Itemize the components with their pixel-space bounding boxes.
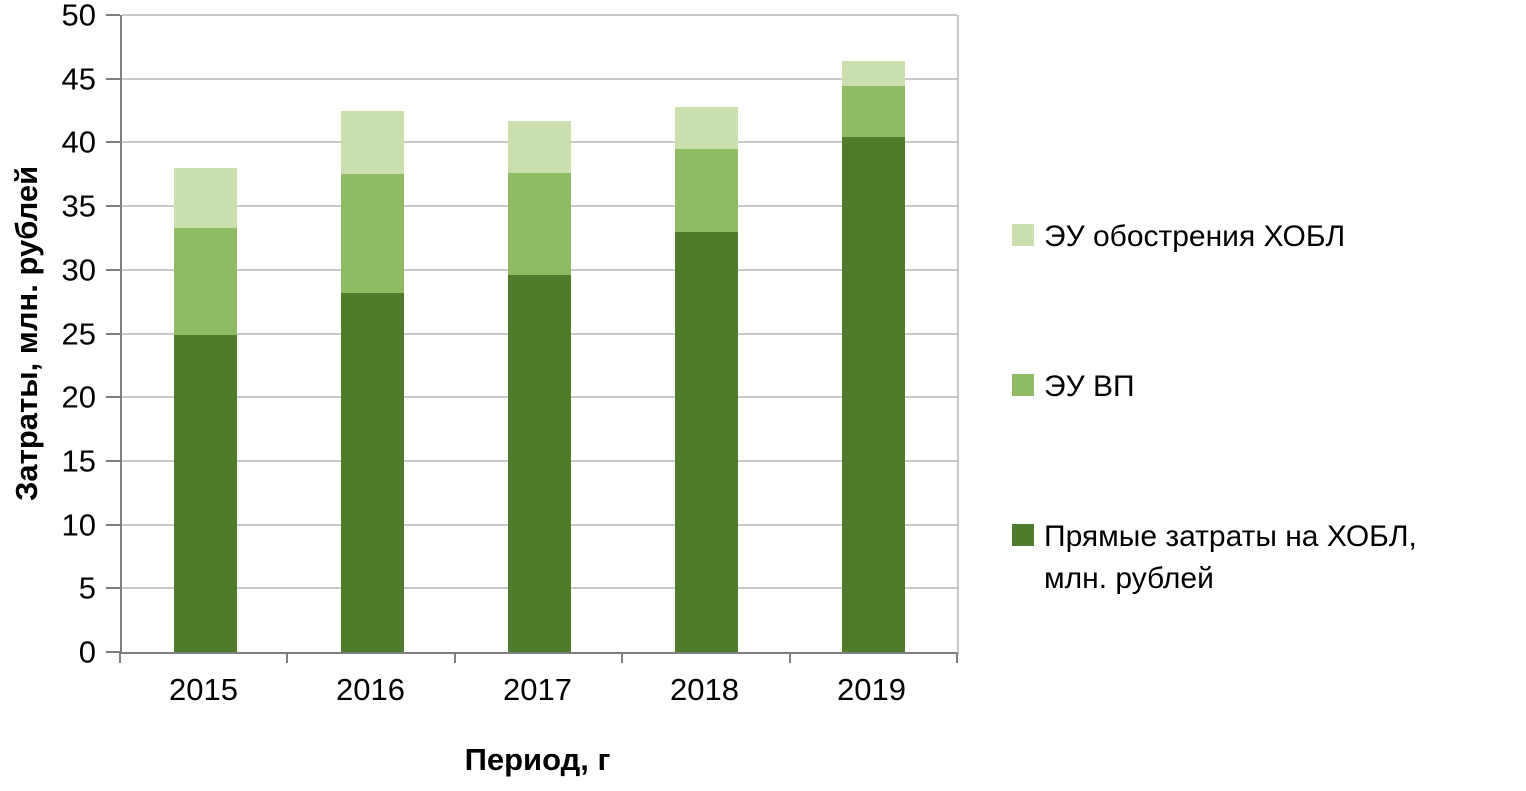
bar-segment [340, 292, 405, 652]
x-axis-tick-mark [621, 653, 624, 663]
legend-label: Прямые затраты на ХОБЛ, млн. рублей [1044, 520, 1417, 595]
y-axis-tick-mark [106, 459, 120, 462]
y-axis-tick-mark [106, 14, 120, 16]
category-slot-2015 [122, 15, 289, 652]
plot-area [120, 14, 959, 654]
legend-item: ЭУ обострения ХОБЛ [1012, 216, 1474, 258]
legend-item: Прямые затраты на ХОБЛ, млн. рублей [1012, 516, 1474, 600]
legend-swatch [1012, 374, 1034, 396]
bar-segment [340, 174, 405, 293]
legend-label: ЭУ ВП [1044, 370, 1135, 403]
y-axis-tick-label: 25 [61, 316, 96, 351]
stacked-bar-2019 [841, 15, 906, 652]
stacked-bar-2018 [674, 15, 739, 652]
y-axis-tick-label: 45 [61, 61, 96, 97]
category-slot-2019 [790, 15, 957, 652]
bar-segment [173, 167, 238, 228]
stacked-bar-2016 [340, 15, 405, 652]
y-axis-tick-marks [106, 14, 120, 653]
bar-segment [173, 227, 238, 335]
category-slot-2018 [623, 15, 790, 652]
bar-segment [674, 106, 739, 149]
chart-legend: ЭУ обострения ХОБЛ ЭУ ВП Прямые затраты на… [1012, 216, 1474, 600]
x-axis-tick-marks [119, 653, 958, 663]
x-axis-tick-mark [788, 653, 791, 663]
y-axis-tick-label: 30 [61, 252, 96, 288]
x-axis-tick-mark [286, 653, 289, 663]
y-axis-tick-mark [106, 587, 120, 590]
x-axis-tick-label: 2016 [336, 672, 405, 707]
bar-segment [841, 86, 906, 138]
bar-segment [841, 60, 906, 87]
x-axis-tick-label: 2015 [169, 672, 238, 707]
gridline [122, 14, 957, 16]
bar-segment [507, 120, 572, 173]
legend-item: ЭУ ВП [1012, 366, 1474, 408]
y-axis-tick-labels: 0 5 10 15 20 25 30 35 40 45 50 [0, 0, 96, 668]
bar-slots [122, 15, 957, 652]
category-slot-2016 [289, 15, 456, 652]
y-axis-tick-mark [106, 651, 120, 653]
stacked-bar-2017 [507, 15, 572, 652]
y-axis-tick-mark [106, 332, 120, 335]
y-axis-tick-mark [106, 205, 120, 208]
y-axis-tick-mark [106, 141, 120, 144]
x-axis-tick-mark [119, 653, 121, 663]
x-axis-tick-label: 2017 [503, 672, 572, 707]
y-axis-tick-label: 15 [61, 443, 96, 479]
bar-segment [507, 173, 572, 275]
y-axis-tick-label: 40 [61, 124, 96, 160]
x-axis-tick-mark [956, 653, 958, 663]
bar-segment [674, 148, 739, 232]
y-axis-tick-label: 35 [61, 188, 96, 224]
gridline [122, 77, 957, 80]
y-axis-tick-label: 20 [61, 379, 96, 415]
legend-swatch [1012, 524, 1034, 546]
y-axis-tick-mark [106, 523, 120, 526]
x-axis-tick-labels: 2015 2016 2017 2018 2019 [120, 672, 955, 708]
y-axis-tick-label: 50 [61, 0, 96, 33]
legend-label: ЭУ обострения ХОБЛ [1044, 220, 1346, 253]
bar-segment [507, 274, 572, 652]
y-axis-tick-mark [106, 77, 120, 80]
y-axis-tick-label: 0 [78, 634, 96, 670]
y-axis-tick-mark [106, 268, 120, 271]
y-axis-tick-label: 5 [78, 570, 96, 606]
legend-swatch [1012, 224, 1034, 246]
x-axis-title: Период, г [464, 742, 611, 777]
category-slot-2017 [456, 15, 623, 652]
stacked-bar-2015 [173, 15, 238, 652]
y-axis-tick-mark [106, 396, 120, 399]
y-axis-tick-label: 10 [61, 507, 96, 543]
bar-segment [173, 334, 238, 652]
bar-segment [340, 110, 405, 175]
bar-segment [841, 137, 906, 652]
x-axis-tick-mark [453, 653, 456, 663]
x-axis-tick-label: 2019 [837, 672, 906, 707]
x-axis-tick-label: 2018 [670, 672, 739, 707]
bar-segment [674, 231, 739, 652]
